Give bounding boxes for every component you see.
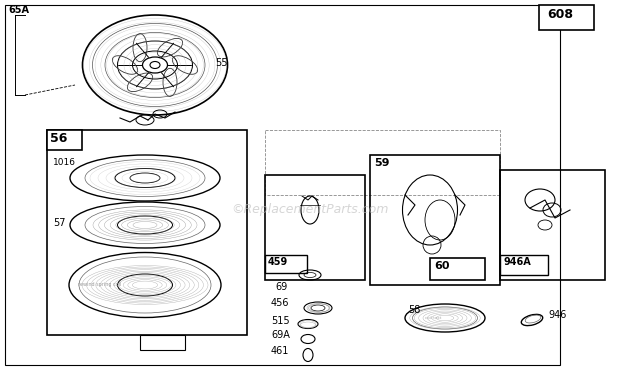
Text: 946: 946: [548, 310, 567, 320]
Bar: [500, 255, 548, 275]
Bar: [140, 335, 185, 350]
Text: 69A: 69A: [271, 330, 290, 340]
Text: 69: 69: [275, 282, 287, 292]
Bar: [47, 130, 82, 150]
Text: rewind spring coil: rewind spring coil: [78, 282, 122, 287]
Bar: [265, 130, 500, 195]
Text: 1016: 1016: [53, 158, 76, 167]
Text: 55: 55: [215, 58, 228, 68]
Text: 65A: 65A: [8, 5, 29, 15]
Text: 608: 608: [547, 8, 573, 21]
Text: 60: 60: [434, 261, 450, 271]
Text: 56: 56: [50, 132, 68, 145]
Text: 946A: 946A: [503, 257, 531, 267]
Bar: [265, 175, 365, 280]
Text: 515: 515: [271, 316, 290, 326]
Text: 59: 59: [374, 158, 389, 168]
Text: ©ReplacementParts.com: ©ReplacementParts.com: [231, 204, 389, 216]
Text: 461: 461: [271, 346, 290, 356]
Text: coil text: coil text: [425, 316, 441, 320]
Bar: [5, 5, 560, 365]
Text: 456: 456: [271, 298, 290, 308]
Text: 57: 57: [53, 218, 66, 228]
Bar: [370, 155, 500, 285]
Bar: [500, 170, 605, 280]
Bar: [47, 130, 247, 335]
Text: 459: 459: [268, 257, 288, 267]
Bar: [265, 255, 307, 273]
Bar: [539, 5, 594, 30]
Text: 58: 58: [408, 305, 420, 315]
Bar: [430, 258, 485, 280]
